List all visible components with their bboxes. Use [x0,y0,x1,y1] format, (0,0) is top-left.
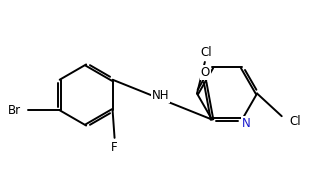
Text: N: N [241,117,250,130]
Text: O: O [201,66,210,79]
Text: F: F [111,141,118,154]
Text: Br: Br [8,104,21,117]
Text: NH: NH [151,89,169,102]
Text: Cl: Cl [290,115,301,128]
Text: Cl: Cl [200,46,212,59]
